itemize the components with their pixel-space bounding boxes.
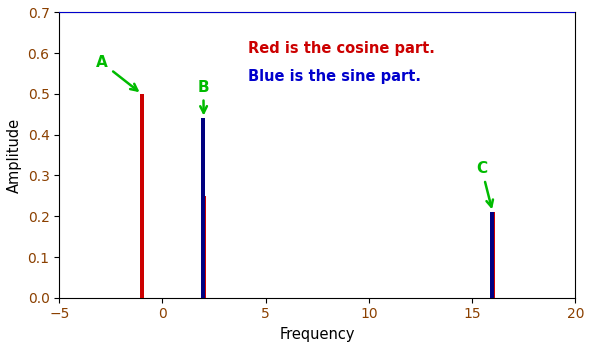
Bar	[490, 212, 493, 298]
Bar	[140, 94, 144, 298]
Text: Blue is the sine part.: Blue is the sine part.	[248, 69, 421, 84]
Text: A: A	[96, 55, 138, 90]
X-axis label: Frequency: Frequency	[280, 327, 355, 342]
Text: B: B	[197, 80, 209, 113]
Text: C: C	[476, 162, 493, 207]
Bar	[491, 212, 495, 298]
Bar	[201, 118, 204, 298]
Bar	[202, 196, 206, 298]
Text: Red is the cosine part.: Red is the cosine part.	[248, 40, 434, 55]
Y-axis label: Amplitude: Amplitude	[7, 118, 22, 193]
